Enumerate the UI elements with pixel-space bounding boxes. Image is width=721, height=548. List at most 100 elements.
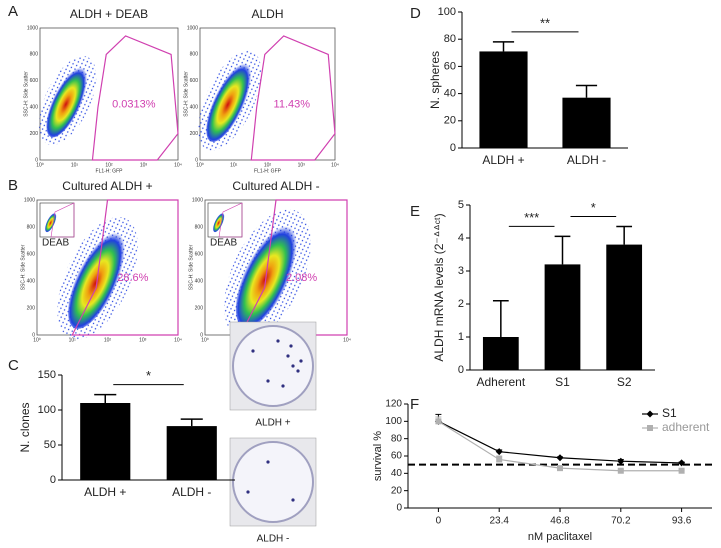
bar — [479, 51, 528, 148]
y-tick-label: 3 — [458, 265, 464, 277]
y-tick-label: 600 — [195, 251, 204, 257]
y-tick-label: 100 — [385, 416, 402, 427]
y-tick-label: 40 — [444, 88, 456, 100]
y-tick-label: 0 — [32, 332, 35, 338]
y-tick-label: 800 — [190, 52, 199, 58]
x-tick-label: 0 — [436, 516, 442, 527]
y-axis-label: SSC-H: Side Scatter — [20, 244, 26, 290]
x-tick-label: 10³ — [298, 162, 306, 168]
panel-letter: F — [410, 396, 419, 413]
x-tick-label: S2 — [617, 375, 632, 389]
y-tick-label: 600 — [27, 251, 36, 257]
plot-title: Cultured ALDH - — [232, 179, 319, 193]
y-tick-label: 60 — [444, 60, 456, 72]
colony-spot — [296, 369, 300, 373]
x-tick-label: 70.2 — [611, 516, 631, 527]
marker — [617, 467, 624, 474]
gate-label: 28.6% — [117, 272, 148, 284]
y-tick-label: 100 — [38, 404, 56, 416]
y-tick-label: 40 — [391, 468, 403, 479]
gate-label: 11.43% — [274, 98, 311, 110]
x-tick-label: 46.8 — [550, 516, 570, 527]
x-tick-label: 10⁰ — [201, 337, 209, 343]
x-tick-label: 10⁰ — [33, 337, 41, 343]
y-tick-label: 800 — [27, 224, 36, 230]
legend-label: S1 — [662, 406, 677, 420]
density-cloud — [235, 220, 300, 328]
y-tick-label: 400 — [190, 105, 199, 111]
y-tick-label: 60 — [391, 451, 403, 462]
colony-spot — [266, 379, 270, 383]
y-tick-label: 400 — [195, 278, 204, 284]
panel-letter: A — [8, 3, 18, 20]
image-label: ALDH + — [255, 418, 290, 429]
x-tick-label: ALDH - — [172, 485, 211, 499]
legend-marker — [647, 425, 653, 431]
colony-spot — [299, 359, 303, 363]
x-tick-label: 93.6 — [672, 516, 692, 527]
y-axis-label: SSC-H: Side Scatter — [188, 244, 194, 290]
marker — [617, 457, 625, 465]
y-tick-label: 1000 — [24, 197, 35, 203]
plot-title: Cultured ALDH + — [62, 179, 152, 193]
y-axis-label: ALDH mRNA levels (2⁻ᐞᐞᶜᵗ) — [432, 213, 446, 361]
legend-label: adherent — [662, 420, 710, 434]
marker — [496, 456, 503, 463]
y-tick-label: 100 — [438, 6, 456, 18]
y-tick-label: 1000 — [192, 197, 203, 203]
y-tick-label: 0 — [458, 364, 464, 376]
x-axis-label: FL1-H: GFP — [254, 168, 282, 174]
colony-spot — [266, 460, 270, 464]
gate-label: 2.08% — [286, 272, 317, 284]
x-tick-label: 10¹ — [69, 337, 77, 343]
colony-spot — [246, 490, 250, 494]
y-tick-label: 50 — [44, 439, 56, 451]
inset-label: DEAB — [210, 238, 238, 249]
bar — [562, 97, 611, 148]
gate-label: 0.0313% — [112, 98, 156, 110]
inset-frame — [39, 202, 75, 238]
y-tick-label: 0 — [35, 157, 38, 163]
gate — [71, 199, 179, 336]
x-tick-label: S1 — [555, 375, 570, 389]
y-axis-label: SSC-H: Side Scatter — [183, 71, 189, 117]
y-tick-label: 1000 — [27, 25, 38, 31]
x-tick-label: 10⁴ — [331, 162, 339, 168]
colony-spot — [291, 364, 295, 368]
inset-gate — [218, 202, 243, 238]
x-tick-label: 10⁴ — [343, 337, 351, 343]
bar — [80, 403, 131, 480]
y-axis-label: N. clones — [18, 402, 32, 452]
significance-label: *** — [524, 210, 539, 225]
x-tick-label: 10¹ — [230, 162, 238, 168]
panel-letter: C — [8, 357, 19, 374]
marker — [556, 454, 564, 462]
y-tick-label: 200 — [30, 131, 39, 137]
gate — [239, 199, 348, 336]
dish — [232, 325, 314, 407]
inset-frame — [207, 202, 243, 238]
y-tick-label: 150 — [38, 369, 56, 381]
y-tick-label: 80 — [444, 33, 456, 45]
bar — [166, 426, 217, 480]
colony-spot — [281, 384, 285, 388]
y-tick-label: 400 — [30, 105, 39, 111]
significance-label: * — [146, 368, 151, 383]
image-label: ALDH - — [257, 534, 290, 545]
significance-label: * — [591, 200, 596, 215]
y-axis-label: survival % — [372, 431, 384, 481]
y-tick-label: 0 — [396, 503, 402, 514]
inset-gate — [50, 202, 75, 238]
y-tick-label: 600 — [30, 78, 39, 84]
x-tick-label: 23.4 — [489, 516, 509, 527]
y-tick-label: 1000 — [187, 25, 198, 31]
bar — [482, 337, 519, 370]
colony-spot — [289, 344, 293, 348]
y-tick-label: 0 — [200, 332, 203, 338]
marker — [678, 467, 685, 474]
bar — [606, 244, 643, 370]
x-axis-label: FL1-H: GFP — [96, 168, 124, 174]
y-tick-label: 5 — [458, 199, 464, 211]
x-tick-label: ALDH + — [482, 153, 524, 167]
significance-label: ** — [540, 15, 550, 30]
